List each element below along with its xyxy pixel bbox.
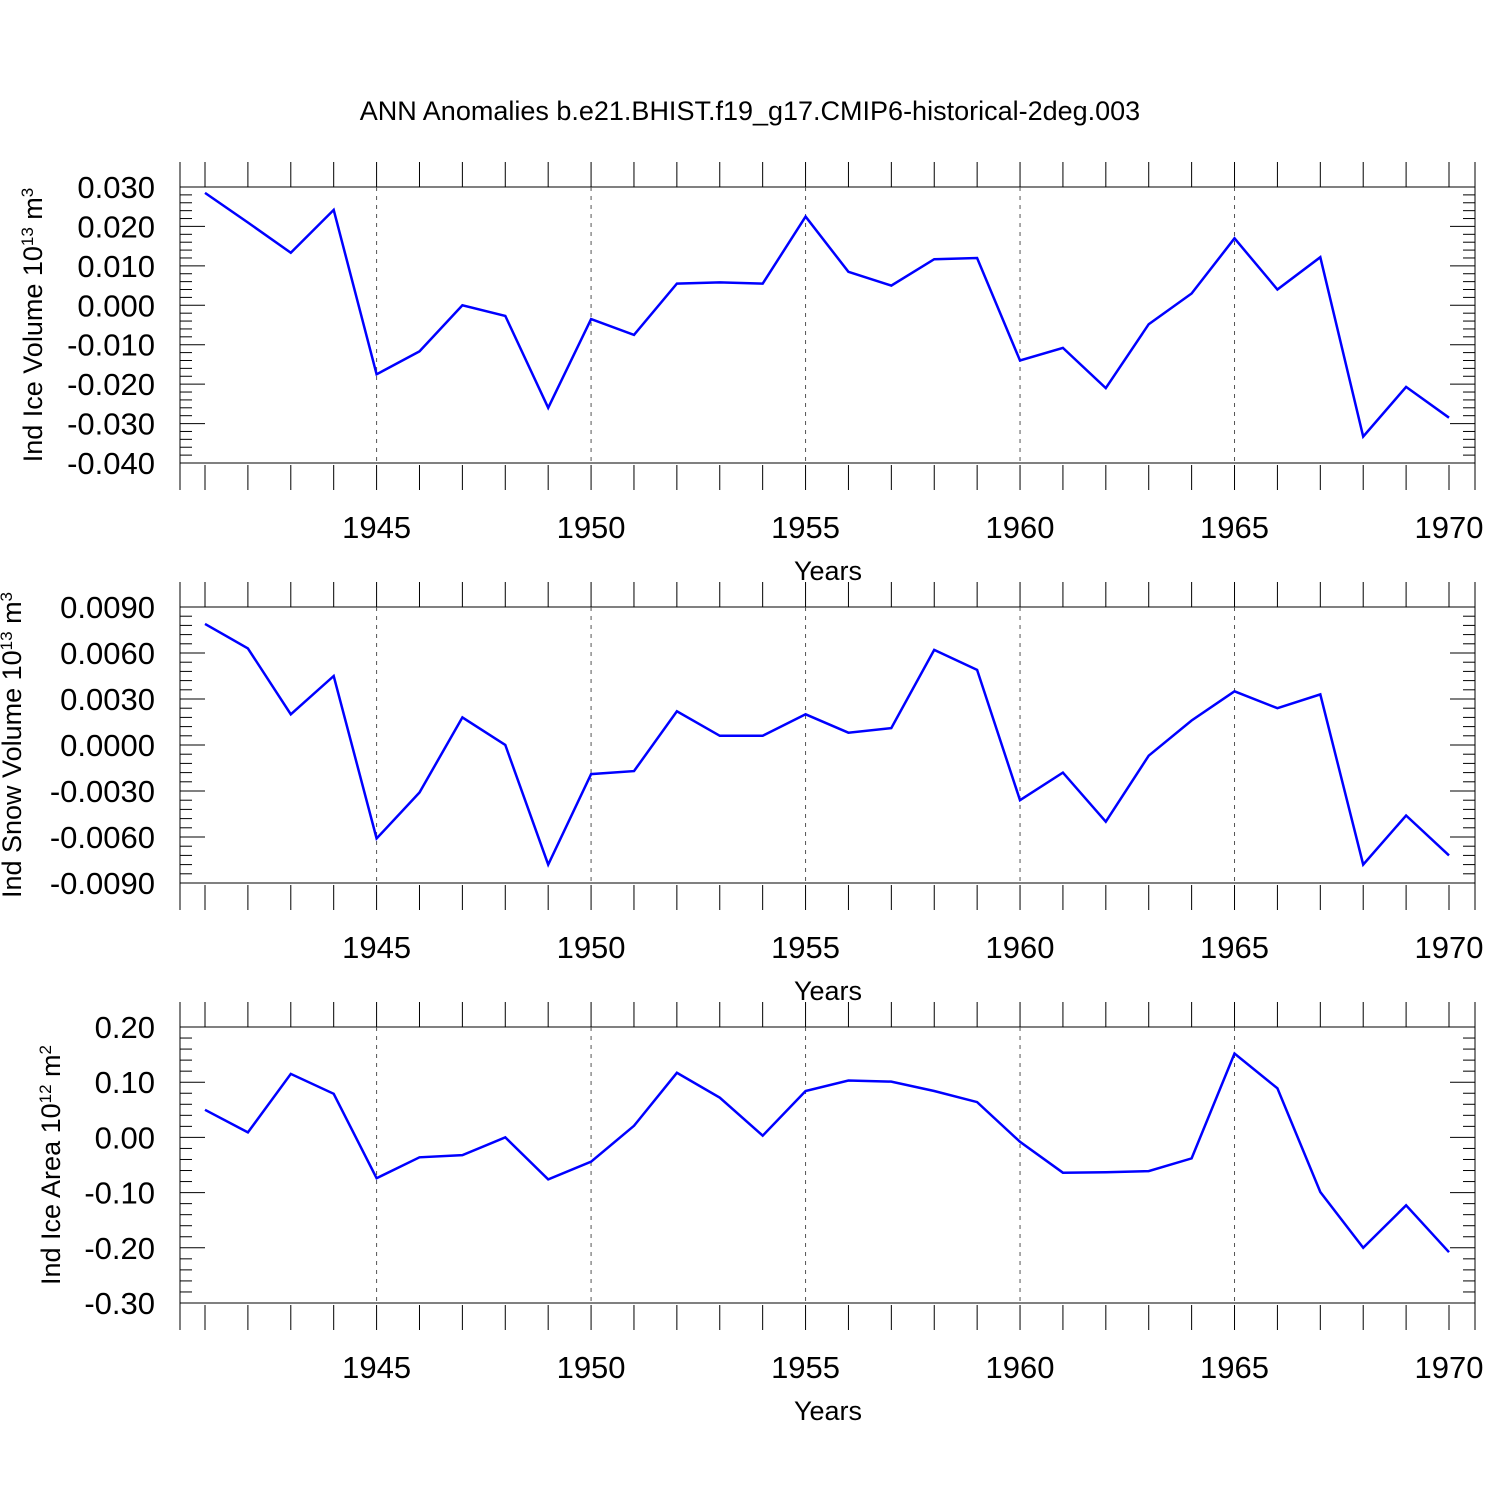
- data-series-line: [204, 191, 1450, 440]
- y-tick-label: 0.0000: [60, 728, 155, 763]
- x-axis-label: Years: [794, 976, 862, 1006]
- x-tick-label: 1945: [342, 510, 411, 545]
- y-tick-label: -0.20: [84, 1231, 155, 1266]
- y-axis-label-superscript: 3: [18, 188, 37, 197]
- chart-panel-3: 0.20 0.10 0.00 -0.10 -0.20 -0.30 1945 1950 1955 1…: [36, 1002, 1484, 1426]
- data-series-line: [204, 622, 1450, 868]
- y-axis-label: Ind Ice Volume 1013 m3: [18, 188, 49, 463]
- y-tick-label: 0.0030: [60, 682, 155, 717]
- y-axis-label-superscript: 13: [18, 227, 37, 246]
- y-tick-label: 0.10: [95, 1065, 155, 1100]
- y-tick-label: 0.020: [77, 209, 155, 244]
- x-tick-label: 1945: [342, 1350, 411, 1385]
- x-tick-label: 1955: [771, 1350, 840, 1385]
- x-tick-label: 1955: [771, 930, 840, 965]
- chart-title: ANN Anomalies b.e21.BHIST.f19_g17.CMIP6-…: [359, 96, 1141, 126]
- y-axis-label-superscript: 13: [0, 631, 16, 650]
- y-axis-label-text: m: [36, 1054, 66, 1084]
- x-tick-label: 1965: [1200, 1350, 1269, 1385]
- y-axis-label-text: Ind Snow Volume 10: [0, 650, 27, 898]
- y-axis-label-superscript: 2: [36, 1045, 55, 1054]
- y-tick-label: -0.30: [84, 1286, 155, 1321]
- y-tick-label: -0.040: [67, 446, 155, 481]
- chart-panel-1: 0.030 0.020 0.010 0.000 -0.010 -0.020 -0.030 -0…: [18, 162, 1484, 586]
- y-tick-label: -0.10: [84, 1176, 155, 1211]
- y-axis-label-text: Ind Ice Volume 10: [18, 246, 48, 462]
- y-tick-label: 0.0090: [60, 590, 155, 625]
- x-tick-label: 1960: [986, 510, 1055, 545]
- y-tick-label: -0.010: [67, 328, 155, 363]
- y-tick-label: 0.0060: [60, 636, 155, 671]
- x-tick-label: 1955: [771, 510, 840, 545]
- y-tick-label: 0.010: [77, 249, 155, 284]
- y-axis-label: Ind Snow Volume 1013 m3: [0, 592, 27, 898]
- y-tick-label: 0.000: [77, 288, 155, 323]
- y-axis-label-superscript: 12: [36, 1084, 55, 1103]
- y-axis-label: Ind Ice Area 1012 m2: [36, 1045, 67, 1285]
- x-tick-label: 1970: [1415, 510, 1484, 545]
- x-axis-label: Years: [794, 556, 862, 586]
- y-tick-label: -0.030: [67, 407, 155, 442]
- y-tick-label: 0.20: [95, 1010, 155, 1045]
- x-axis-label: Years: [794, 1396, 862, 1426]
- y-tick-label: -0.0030: [50, 774, 155, 809]
- y-axis-label-text: m: [18, 197, 48, 227]
- x-tick-label: 1970: [1415, 930, 1484, 965]
- y-tick-label: -0.0090: [50, 866, 155, 901]
- y-axis-label-text: Ind Ice Area 10: [36, 1103, 66, 1285]
- x-tick-label: 1945: [342, 930, 411, 965]
- x-tick-label: 1950: [557, 1350, 626, 1385]
- x-tick-label: 1970: [1415, 1350, 1484, 1385]
- y-tick-label: -0.0060: [50, 820, 155, 855]
- data-series-line: [204, 1051, 1450, 1254]
- chart-panel-2: 0.0090 0.0060 0.0030 0.0000 -0.0030 -0.0060 -0…: [0, 582, 1483, 1006]
- x-tick-label: 1960: [986, 930, 1055, 965]
- y-tick-label: 0.00: [95, 1120, 155, 1155]
- x-tick-label: 1965: [1200, 930, 1269, 965]
- y-tick-label: 0.030: [77, 170, 155, 205]
- x-tick-label: 1965: [1200, 510, 1269, 545]
- x-tick-label: 1960: [986, 1350, 1055, 1385]
- y-tick-label: -0.020: [67, 367, 155, 402]
- y-axis-label-text: m: [0, 601, 27, 631]
- x-tick-label: 1950: [557, 930, 626, 965]
- x-tick-label: 1950: [557, 510, 626, 545]
- y-axis-label-superscript: 3: [0, 592, 16, 601]
